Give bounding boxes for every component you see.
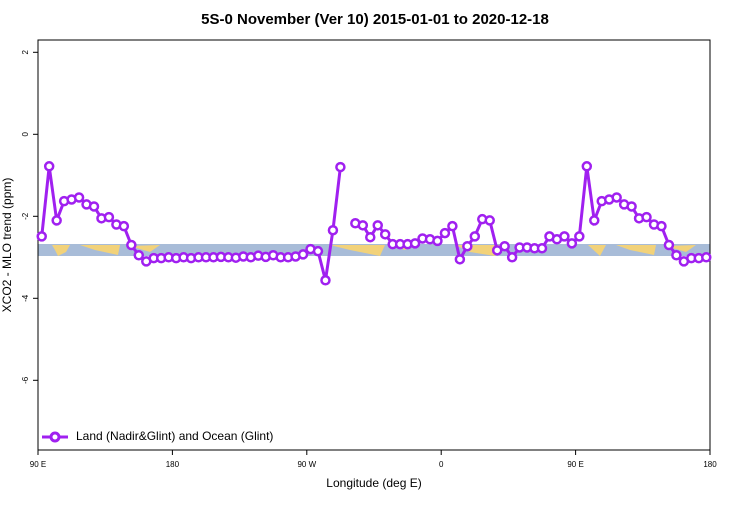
data-point	[447, 220, 458, 232]
data-point	[43, 161, 55, 172]
x-tick-label: 90 E	[567, 460, 583, 469]
data-point	[133, 250, 145, 261]
data-point	[499, 240, 510, 252]
data-point	[409, 238, 421, 249]
data-point	[320, 275, 331, 286]
data-point	[73, 192, 85, 203]
x-tick-label: 0	[439, 460, 444, 469]
y-tick-label: -2	[21, 212, 30, 220]
land-shape	[52, 245, 696, 256]
data-point	[589, 215, 600, 226]
data-point	[365, 231, 376, 243]
data-point	[611, 192, 622, 203]
data-point	[118, 220, 130, 232]
data-point	[312, 245, 324, 257]
data-point	[297, 249, 309, 260]
legend: Land (Nadir&Glint) and Ocean (Glint)	[42, 429, 273, 443]
data-point	[574, 231, 585, 242]
data-point	[641, 211, 652, 223]
y-tick-label: -6	[21, 376, 30, 384]
x-axis-label: Longitude (deg E)	[326, 476, 421, 490]
data-point	[701, 252, 712, 263]
data-point	[51, 215, 62, 226]
data-point	[626, 201, 637, 212]
data-point	[432, 235, 443, 247]
x-tick-label: 180	[703, 460, 717, 469]
x-tick-label: 90 W	[297, 460, 316, 469]
data-point	[536, 243, 548, 254]
chart-title: 5S-0 November (Ver 10) 2015-01-01 to 202…	[201, 11, 549, 28]
y-tick-label: -4	[21, 294, 30, 302]
data-point	[484, 215, 495, 226]
x-tick-label: 180	[166, 460, 180, 469]
data-point	[559, 231, 570, 242]
data-point	[36, 231, 47, 242]
data-point	[656, 220, 667, 232]
data-point	[469, 231, 481, 242]
y-tick-label: 0	[21, 132, 30, 137]
data-point	[327, 224, 339, 236]
data-point	[126, 239, 137, 251]
y-axis-label: XCO2 - MLO trend (ppm)	[0, 178, 14, 313]
data-point	[454, 254, 466, 265]
data-point	[491, 245, 503, 256]
data-point	[379, 229, 391, 240]
data-point	[439, 227, 451, 239]
data-point	[566, 238, 578, 249]
legend-marker	[49, 431, 61, 443]
x-tick-label: 90 E	[30, 460, 46, 469]
data-point	[335, 161, 346, 173]
data-point	[88, 201, 100, 212]
data-point	[506, 252, 518, 263]
legend-label: Land (Nadir&Glint) and Ocean (Glint)	[76, 429, 273, 443]
data-point	[357, 220, 369, 231]
y-tick-label: 2	[21, 50, 30, 55]
data-point	[103, 211, 115, 223]
plot-frame	[37, 39, 711, 451]
data-point	[581, 161, 593, 172]
data-point	[671, 250, 682, 261]
data-point	[372, 220, 383, 231]
data-point	[462, 240, 473, 252]
data-point	[663, 239, 675, 251]
